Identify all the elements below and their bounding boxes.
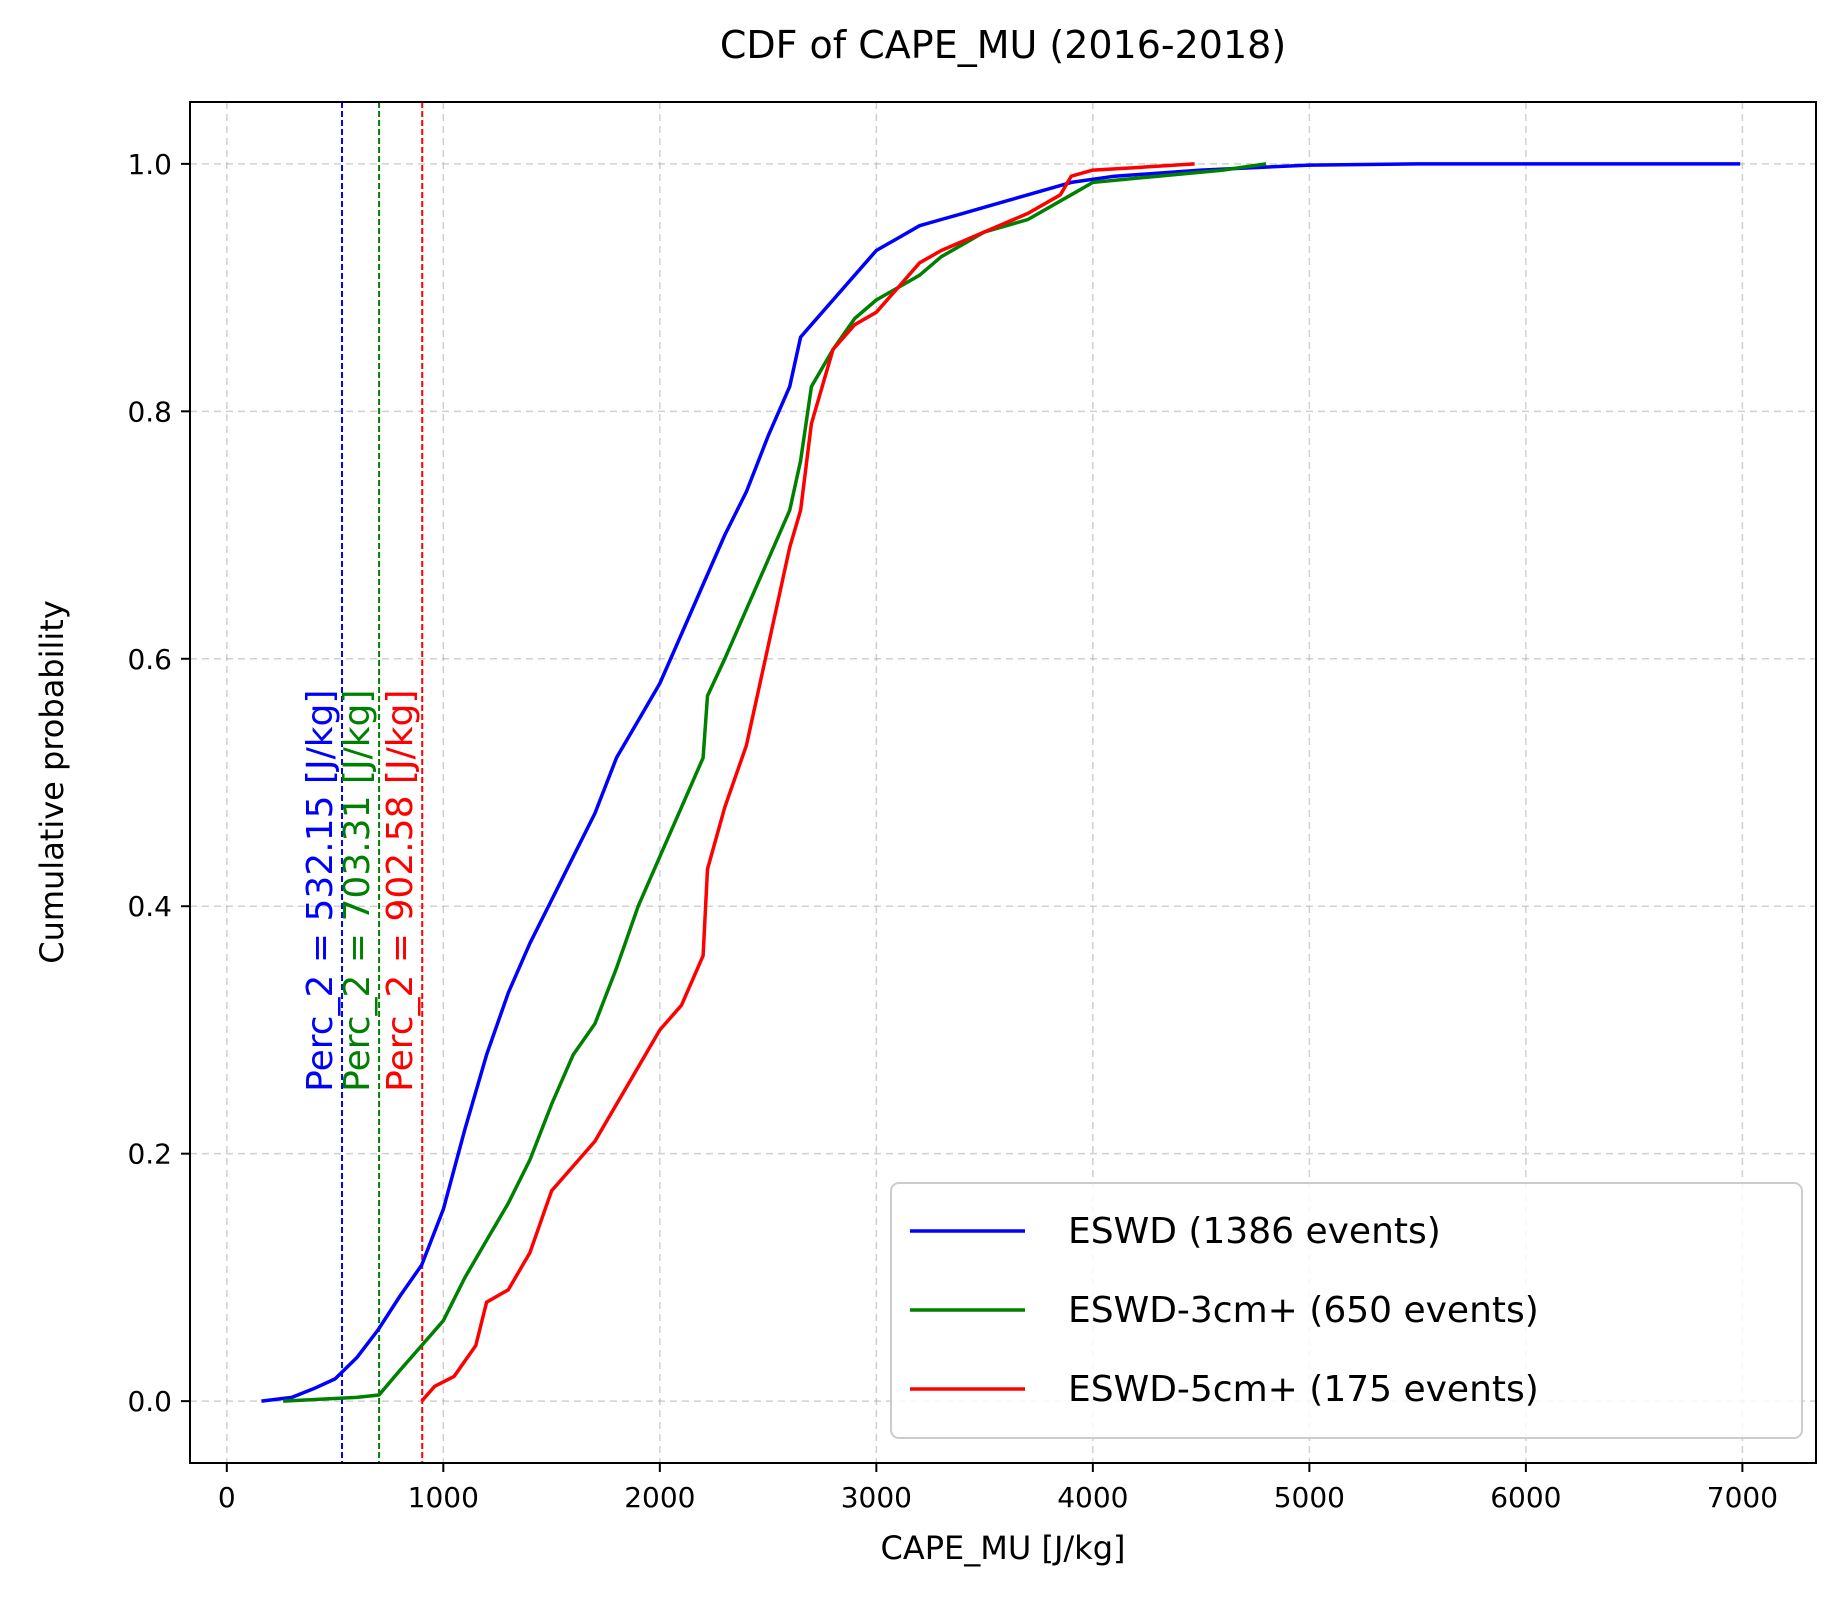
legend-label-eswd-5cm: ESWD-5cm+ (175 events): [1068, 1369, 1539, 1410]
plot-frame: [189, 101, 1817, 1464]
perc2-label-eswd: Perc_2 = 532.15 [J/kg]: [300, 690, 341, 1092]
percentile-lines: [341, 102, 424, 1463]
x-tick-label: 5000: [1274, 1481, 1345, 1514]
perc2-label-eswd-5cm: Perc_2 = 902.58 [J/kg]: [380, 690, 421, 1092]
legend-label-eswd: ESWD (1386 events): [1068, 1211, 1441, 1252]
y-tick-label: 1.0: [127, 148, 172, 181]
x-tick-label: 4000: [1057, 1481, 1128, 1514]
y-tick-label: 0.6: [127, 643, 172, 676]
x-tick-label: 2000: [624, 1481, 695, 1514]
y-tick-label: 0.0: [127, 1385, 172, 1418]
percentile-labels: Perc_2 = 532.15 [J/kg]Perc_2 = 703.31 [J…: [300, 690, 421, 1092]
x-tick-label: 6000: [1490, 1481, 1561, 1514]
legend-box: [890, 1182, 1803, 1439]
x-tick-label: 0: [218, 1481, 236, 1514]
axis-ticks: 0 1000 2000 3000 4000 5000 6000 7000 0.0 0.2 0.4 0.…: [127, 148, 1778, 1514]
x-axis-label: CAPE_MU [J/kg]: [881, 1529, 1126, 1567]
y-tick-label: 0.2: [127, 1138, 172, 1171]
cdf-series: [261, 162, 1741, 1403]
x-tick-label: 3000: [841, 1481, 912, 1514]
chart-title: CDF of CAPE_MU (2016-2018): [720, 23, 1286, 67]
series-eswd: [261, 162, 1741, 1403]
legend: ESWD (1386 events) ESWD-3cm+ (650 events…: [890, 1182, 1803, 1439]
x-tick-label: 7000: [1707, 1481, 1778, 1514]
y-tick-label: 0.4: [127, 890, 172, 923]
y-tick-label: 0.8: [127, 395, 172, 428]
series-eswd-5cm: [420, 162, 1195, 1403]
perc2-label-eswd-3cm: Perc_2 = 703.31 [J/kg]: [337, 690, 378, 1092]
y-axis-label: Cumulative probability: [33, 600, 71, 964]
x-tick-label: 1000: [408, 1481, 479, 1514]
legend-label-eswd-3cm: ESWD-3cm+ (650 events): [1068, 1290, 1539, 1331]
